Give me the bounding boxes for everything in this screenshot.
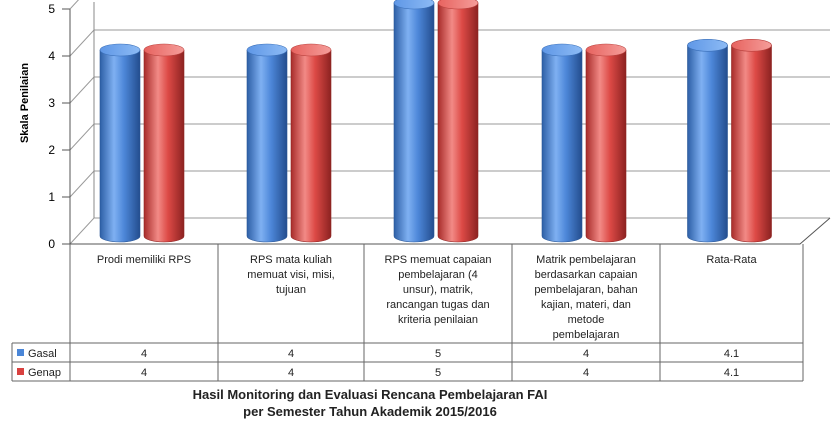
bar-genap [586, 44, 626, 242]
bar-body [586, 50, 626, 242]
data-label: 4 [583, 367, 589, 379]
data-label: 5 [435, 348, 441, 360]
data-table: Prodi memiliki RPS RPS mata kuliah memuat … [12, 244, 803, 381]
y-tick-label: 2 [48, 143, 55, 157]
bar-top [688, 39, 728, 51]
x-category-label: RPS mata kuliah memuat visi, misi, tujuan [247, 254, 334, 296]
y-tick-label: 4 [48, 49, 55, 63]
legend-label: Genap [28, 367, 61, 379]
data-label: 4 [141, 367, 147, 379]
bar-body [144, 50, 184, 242]
caption-line: Hasil Monitoring dan Evaluasi Rencana Pe… [193, 387, 548, 402]
bar-gasal [688, 39, 728, 242]
data-label: 4 [288, 348, 294, 360]
bar-body [100, 50, 140, 242]
bar-top [732, 39, 772, 51]
bar-top [144, 44, 184, 56]
bar-body [247, 50, 287, 242]
data-label: 4 [288, 367, 294, 379]
y-tick-label: 1 [48, 190, 55, 204]
y-tick-label: 5 [48, 2, 55, 16]
y-tick-label: 3 [48, 96, 55, 110]
plot-area [70, 0, 830, 244]
bar-top [100, 44, 140, 56]
x-category-label: RPS memuat capaian pembelajaran (4 unsur),… [385, 254, 492, 326]
x-category-label: Matrik pembelajaran berdasarkan capaian pe… [534, 254, 637, 341]
bar-gasal [247, 44, 287, 242]
bars [100, 0, 772, 242]
chart-caption: Hasil Monitoring dan Evaluasi Rencana Pe… [193, 387, 548, 419]
bar-genap [438, 0, 478, 242]
y-tick-label: 0 [48, 237, 55, 251]
bar-genap [732, 39, 772, 242]
bar-gasal [100, 44, 140, 242]
bar-top [291, 44, 331, 56]
bar-body [542, 50, 582, 242]
bar-body [732, 45, 772, 242]
bar-genap [144, 44, 184, 242]
data-label: 4 [141, 348, 147, 360]
bar-genap [291, 44, 331, 242]
bar-body [688, 45, 728, 242]
x-category-label: Rata-Rata [706, 254, 757, 266]
x-category-label: Prodi memiliki RPS [97, 254, 191, 266]
data-label: 4.1 [724, 348, 739, 360]
bar-top [247, 44, 287, 56]
data-label: 5 [435, 367, 441, 379]
caption-line: per Semester Tahun Akademik 2015/2016 [243, 404, 497, 419]
bar-body [394, 3, 434, 242]
data-label: 4 [583, 348, 589, 360]
legend-swatch [17, 368, 24, 375]
bar-top [542, 44, 582, 56]
bar-top [586, 44, 626, 56]
bar-body [438, 3, 478, 242]
bar-gasal [542, 44, 582, 242]
y-axis-label: Skala Penilaian [19, 63, 31, 143]
bar-body [291, 50, 331, 242]
bar-gasal [394, 0, 434, 242]
legend-swatch [17, 349, 24, 356]
data-label: 4.1 [724, 367, 739, 379]
legend-label: Gasal [28, 348, 57, 360]
